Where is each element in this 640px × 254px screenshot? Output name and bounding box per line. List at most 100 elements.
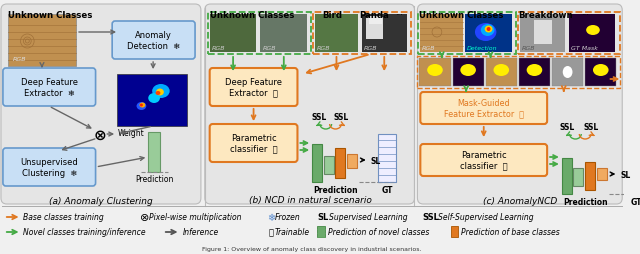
Text: SSL: SSL (311, 112, 326, 121)
Ellipse shape (152, 85, 170, 99)
Ellipse shape (481, 25, 495, 37)
FancyBboxPatch shape (1, 5, 201, 204)
Ellipse shape (586, 26, 600, 36)
Bar (369, 17, 382, 25)
Text: Prediction: Prediction (563, 197, 607, 206)
Text: RGB: RGB (422, 46, 436, 51)
Text: Parametric
classifier  🔥: Parametric classifier 🔥 (230, 134, 277, 153)
Ellipse shape (475, 24, 497, 42)
Text: Unknown Classes: Unknown Classes (210, 11, 294, 20)
Ellipse shape (484, 26, 493, 33)
Text: Parametric
classifier  🔥: Parametric classifier 🔥 (460, 151, 508, 170)
Text: Prediction of base classes: Prediction of base classes (461, 228, 560, 236)
Text: Mask-Guided
Feature Extractor  🔥: Mask-Guided Feature Extractor 🔥 (444, 99, 524, 118)
Bar (335, 148, 345, 178)
Ellipse shape (140, 103, 145, 108)
FancyBboxPatch shape (210, 69, 298, 107)
Bar (210, 15, 257, 53)
Ellipse shape (527, 65, 542, 77)
Bar (552, 59, 583, 87)
Text: ⊗: ⊗ (94, 127, 107, 142)
Text: Prediction: Prediction (135, 174, 173, 183)
Bar (597, 168, 607, 180)
Ellipse shape (156, 92, 161, 96)
Text: Pixel-wise multiplication: Pixel-wise multiplication (149, 213, 242, 222)
Bar (520, 15, 564, 53)
Text: GT: GT (631, 197, 640, 206)
Text: Frozen: Frozen (275, 213, 301, 222)
Text: SSL: SSL (584, 122, 598, 131)
Bar (585, 59, 616, 87)
Bar (208, 13, 311, 55)
Bar (315, 15, 358, 53)
Bar (562, 158, 572, 194)
Ellipse shape (140, 104, 143, 107)
Text: Bird: Bird (322, 11, 342, 20)
Text: RGB: RGB (13, 57, 26, 62)
Ellipse shape (427, 65, 443, 77)
Text: GT: GT (381, 185, 393, 194)
Bar (317, 226, 324, 237)
Bar (534, 21, 552, 45)
Text: Unsupervised
Clustering  ❄: Unsupervised Clustering ❄ (20, 158, 78, 177)
Bar (117, 75, 188, 126)
Bar (362, 15, 406, 53)
Bar (585, 162, 595, 190)
Text: (c) AnomalyNCD: (c) AnomalyNCD (483, 196, 557, 205)
Bar (324, 156, 333, 174)
Text: Prediction of novel classes: Prediction of novel classes (328, 228, 429, 236)
Text: Base classes training: Base classes training (24, 213, 104, 222)
Text: Inference: Inference (182, 228, 219, 236)
Text: ❄: ❄ (267, 212, 275, 222)
Text: Weight: Weight (118, 129, 145, 138)
Bar (452, 59, 484, 87)
FancyBboxPatch shape (3, 148, 95, 186)
Bar (573, 168, 583, 186)
Bar (519, 59, 550, 87)
FancyBboxPatch shape (112, 22, 195, 60)
Text: SSL: SSL (333, 112, 349, 121)
Bar (260, 15, 307, 53)
Ellipse shape (493, 65, 509, 77)
Bar (378, 134, 396, 182)
Text: ⊗: ⊗ (140, 212, 149, 222)
Ellipse shape (486, 28, 491, 32)
Text: RGB: RGB (522, 46, 535, 51)
Bar (313, 13, 411, 55)
Bar (628, 150, 640, 194)
Text: RGB: RGB (262, 46, 276, 51)
Text: SSL: SSL (559, 122, 574, 131)
Text: (b) NCD in natural scenario: (b) NCD in natural scenario (249, 196, 372, 205)
FancyBboxPatch shape (3, 69, 95, 107)
Text: Trainable: Trainable (275, 228, 310, 236)
Text: SSL: SSL (422, 213, 439, 222)
Bar (451, 226, 458, 237)
Text: Panda: Panda (359, 11, 388, 20)
Bar (568, 15, 616, 53)
Text: Deep Feature
Extractor  🔥: Deep Feature Extractor 🔥 (225, 78, 282, 97)
FancyBboxPatch shape (420, 145, 547, 176)
Bar (312, 145, 322, 182)
Bar (417, 57, 620, 89)
FancyBboxPatch shape (420, 93, 547, 124)
Text: SL: SL (317, 213, 328, 222)
Text: ···: ··· (581, 11, 589, 20)
Bar (210, 15, 257, 53)
Bar (8, 15, 76, 67)
Bar (419, 13, 516, 55)
Text: ···: ··· (395, 11, 403, 20)
Bar (465, 15, 512, 53)
Bar (347, 154, 357, 168)
Ellipse shape (593, 65, 609, 77)
Text: Detection: Detection (467, 46, 498, 51)
FancyBboxPatch shape (205, 5, 415, 204)
Text: Supervised Learning: Supervised Learning (329, 213, 407, 222)
Ellipse shape (156, 89, 164, 96)
Text: RGB: RGB (212, 46, 225, 51)
FancyBboxPatch shape (210, 124, 298, 162)
Text: RGB: RGB (364, 46, 377, 51)
Text: Self-Supervised Learning: Self-Supervised Learning (438, 213, 534, 222)
Text: Prediction: Prediction (313, 185, 358, 194)
Text: Novel classes training/inference: Novel classes training/inference (24, 228, 146, 236)
Text: (a) Anomaly Clustering: (a) Anomaly Clustering (49, 196, 152, 205)
